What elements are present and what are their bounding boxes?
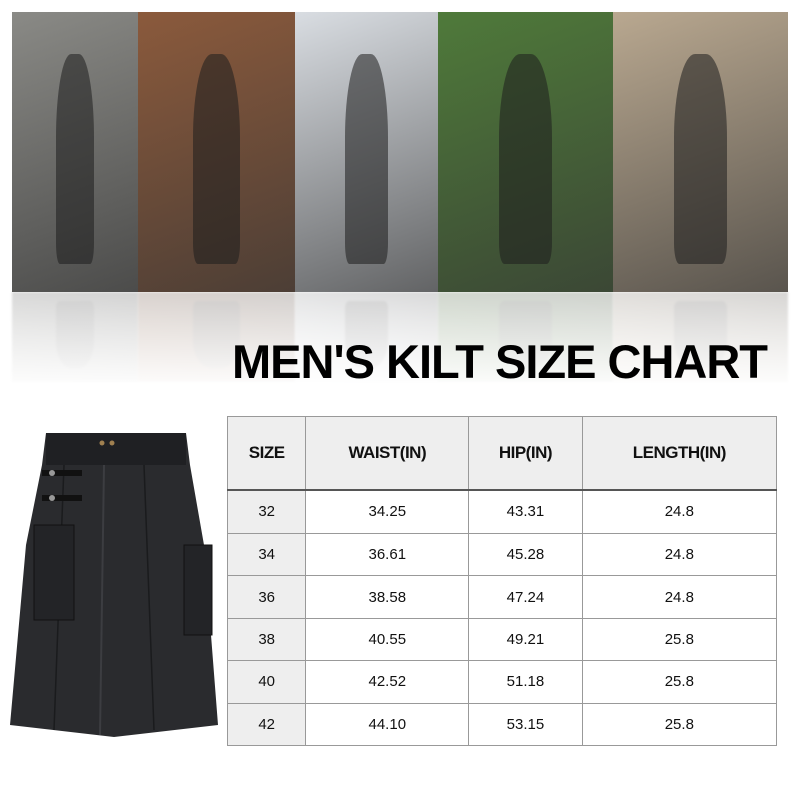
table-cell: 43.31 xyxy=(468,489,583,534)
table-cell: 40.55 xyxy=(305,617,470,662)
person-figure xyxy=(345,54,388,264)
reflection-fade xyxy=(0,292,800,392)
table-cell: 24.8 xyxy=(581,575,778,619)
table-cell: 49.21 xyxy=(468,617,583,662)
table-cell: 25.8 xyxy=(581,702,778,747)
man-shirtless-photo xyxy=(613,12,788,292)
man-running-photo xyxy=(12,12,138,292)
table-cell: 32 xyxy=(226,489,307,534)
page-title: MEN'S KILT SIZE CHART xyxy=(232,335,768,388)
table-cell: 38 xyxy=(226,617,307,662)
table-cell: 53.15 xyxy=(468,702,583,747)
table-cell: 34 xyxy=(226,532,307,577)
table-cell: 24.8 xyxy=(581,489,778,534)
man-ice-skating-photo xyxy=(295,12,438,292)
table-cell: 34.25 xyxy=(305,489,470,534)
table-cell: 51.18 xyxy=(468,660,583,704)
person-figure xyxy=(56,54,94,264)
table-cell: 25.8 xyxy=(581,660,778,704)
person-figure xyxy=(192,54,241,264)
table-row: 34 36.61 45.28 24.8 xyxy=(226,532,778,577)
men-wrestling-photo xyxy=(438,12,613,292)
table-row: 40 42.52 51.18 25.8 xyxy=(226,660,778,704)
column-header: WAIST(IN) xyxy=(305,416,470,491)
man-shooting-photo xyxy=(138,12,295,292)
table-cell: 40 xyxy=(226,660,307,704)
table-cell: 45.28 xyxy=(468,532,583,577)
person-figure xyxy=(499,54,552,264)
table-cell: 47.24 xyxy=(468,575,583,619)
table-cell: 42.52 xyxy=(305,660,470,704)
table-row: 38 40.55 49.21 25.8 xyxy=(226,617,778,662)
table-header-row: SIZE WAIST(IN) HIP(IN) LENGTH(IN) xyxy=(226,416,778,491)
table-row: 42 44.10 53.15 25.8 xyxy=(226,702,778,747)
table-cell: 25.8 xyxy=(581,617,778,662)
person-figure xyxy=(674,54,727,264)
table-cell: 36.61 xyxy=(305,532,470,577)
table-cell: 24.8 xyxy=(581,532,778,577)
table-cell: 44.10 xyxy=(305,702,470,747)
table-row: 36 38.58 47.24 24.8 xyxy=(226,575,778,619)
table-cell: 42 xyxy=(226,702,307,747)
table-row: 32 34.25 43.31 24.8 xyxy=(226,489,778,534)
table-cell: 38.58 xyxy=(305,575,470,619)
size-chart-table: SIZE WAIST(IN) HIP(IN) LENGTH(IN) 32 34.25 43… xyxy=(226,416,778,747)
table-cell: 36 xyxy=(226,575,307,619)
column-header: LENGTH(IN) xyxy=(581,416,778,491)
black-kilt-product-image xyxy=(10,433,218,737)
column-header: SIZE xyxy=(226,416,307,491)
column-header: HIP(IN) xyxy=(468,416,583,491)
